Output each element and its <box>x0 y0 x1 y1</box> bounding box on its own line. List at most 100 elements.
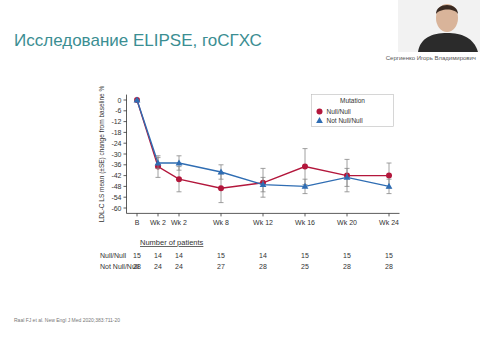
x-tick <box>347 213 348 216</box>
x-tick-label: Wk 2 <box>171 219 187 226</box>
y-tick <box>124 132 127 133</box>
slide-title: Исследование ELIPSE, гоСГХС <box>14 31 262 50</box>
y-tick-label: -30 <box>111 151 121 158</box>
legend-marker <box>316 117 323 123</box>
y-tick-label: -12 <box>111 118 121 125</box>
video-frame <box>398 0 480 52</box>
data-point <box>386 173 392 179</box>
x-tick <box>137 213 138 216</box>
y-tick-label: -36 <box>111 161 121 168</box>
y-tick <box>124 197 127 198</box>
y-tick-label: 0 <box>118 97 122 104</box>
table-cell: 27 <box>217 263 225 270</box>
error-bar <box>387 179 392 193</box>
legend-box <box>312 95 394 127</box>
y-tick <box>124 121 127 122</box>
table-cell: 25 <box>301 263 309 270</box>
data-point <box>176 176 182 182</box>
error-cap <box>387 163 392 164</box>
error-cap <box>303 179 308 180</box>
error-cap <box>345 186 350 187</box>
legend: MutationNull/NullNot Null/Null <box>312 95 394 127</box>
background <box>0 0 480 360</box>
y-tick-label: -6 <box>115 107 121 114</box>
x-tick-label: Wk 2 <box>150 219 166 226</box>
y-tick-label: -60 <box>111 205 121 212</box>
x-tick-label: Wk 20 <box>337 219 357 226</box>
table-cell: 14 <box>259 252 267 259</box>
error-cap <box>261 191 266 192</box>
y-tick <box>124 154 127 155</box>
x-tick <box>305 213 306 216</box>
data-point <box>134 96 141 102</box>
y-tick <box>124 100 127 101</box>
error-stem <box>158 156 159 178</box>
data-point <box>344 174 351 180</box>
table-cell: 28 <box>259 263 267 270</box>
table-cell: 15 <box>133 252 141 259</box>
error-bar <box>156 158 161 169</box>
y-tick <box>124 143 127 144</box>
error-cap <box>219 202 224 203</box>
error-bar <box>387 163 392 188</box>
y-tick-label: -24 <box>111 140 121 147</box>
table-cell: 14 <box>154 252 162 259</box>
patient-table: Number of patientsNull/Null1514141514151… <box>100 238 393 270</box>
error-bar <box>303 179 308 193</box>
speaker-body <box>418 33 478 52</box>
error-cap <box>261 197 266 198</box>
y-tick-label: -48 <box>111 183 121 190</box>
speaker-face <box>436 4 458 32</box>
error-cap <box>345 159 350 160</box>
data-point <box>386 183 393 189</box>
error-bar <box>261 177 266 191</box>
error-cap <box>303 148 308 149</box>
error-bar <box>345 159 350 191</box>
error-cap <box>345 191 350 192</box>
data-point <box>302 183 309 189</box>
error-bar <box>177 156 182 170</box>
y-tick-label: -42 <box>111 172 121 179</box>
error-cap <box>387 193 392 194</box>
error-cap <box>345 168 350 169</box>
table-cell: 28 <box>133 263 141 270</box>
table-row-label: Null/Null <box>100 252 127 259</box>
y-tick <box>124 110 127 111</box>
error-bar <box>303 149 308 185</box>
speaker-video <box>398 0 480 52</box>
error-cap <box>219 164 224 165</box>
table-cell: 28 <box>385 263 393 270</box>
error-cap <box>156 168 161 169</box>
error-bar <box>219 165 224 179</box>
legend-title: Mutation <box>340 97 365 104</box>
error-bar <box>345 168 350 186</box>
error-bar <box>177 167 182 192</box>
x-tick <box>263 213 264 216</box>
table-cell: 15 <box>301 252 309 259</box>
data-point <box>218 168 225 174</box>
y-tick-label: -54 <box>111 194 121 201</box>
error-cap <box>261 177 266 178</box>
error-cap <box>177 170 182 171</box>
x-tick <box>179 213 180 216</box>
table-cell: 24 <box>154 263 162 270</box>
y-tick <box>124 175 127 176</box>
y-tick <box>124 186 127 187</box>
y-tick <box>124 208 127 209</box>
error-cap <box>219 179 224 180</box>
error-cap <box>387 179 392 180</box>
error-cap <box>261 168 266 169</box>
table-cell: 15 <box>217 252 225 259</box>
y-tick <box>124 164 127 165</box>
error-cap <box>177 155 182 156</box>
error-cap <box>156 157 161 158</box>
table-cell: 15 <box>385 252 393 259</box>
data-point <box>218 185 224 191</box>
x-tick <box>389 213 390 216</box>
table-cell: 24 <box>175 263 183 270</box>
y-tick-label: -18 <box>111 129 121 136</box>
data-point <box>302 164 308 170</box>
table-cell: 28 <box>343 263 351 270</box>
x-tick-label: B <box>135 219 140 226</box>
legend-marker <box>317 109 323 115</box>
